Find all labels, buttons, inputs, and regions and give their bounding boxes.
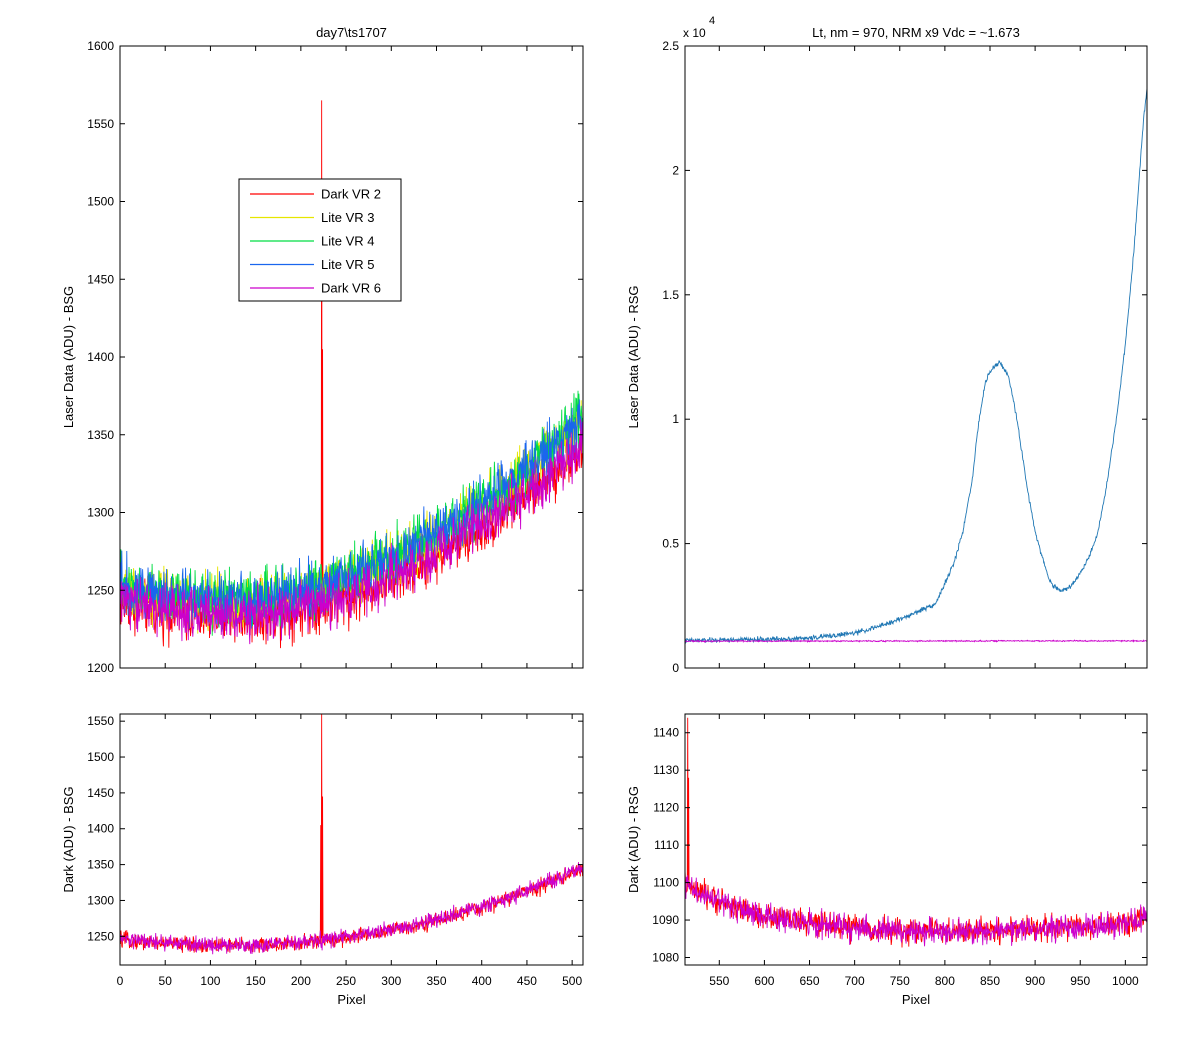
y-tick-label: 1550 <box>87 117 114 131</box>
y-tick-label: 1.5 <box>662 288 679 302</box>
x-tick-label: 200 <box>291 974 311 988</box>
exponent-power: 4 <box>709 15 715 27</box>
y-tick-label: 1 <box>672 412 679 426</box>
exponent-label: x 10 <box>683 26 706 40</box>
series-line-2 <box>120 862 583 955</box>
y-tick-label: 1350 <box>87 858 114 872</box>
chart-bottom-left: 0 50 100 150 200 250 300 350 400 450 500 1250 1300 13… <box>61 713 584 1007</box>
legend: Dark VR 2 Lite VR 3 Lite VR 4 Lite VR 5 Dark… <box>238 178 402 302</box>
chart-top-left: 1200 1250 1300 1350 1400 1450 1500 1550 1600 day7… <box>61 25 584 675</box>
y-axis-label: Laser Data (ADU) - RSG <box>626 285 641 428</box>
x-tick-label: 250 <box>336 974 356 988</box>
x-tick-label: 650 <box>800 974 820 988</box>
x-tick-label: 100 <box>200 974 220 988</box>
y-tick-label: 1200 <box>87 661 114 675</box>
x-tick-label: 1000 <box>1112 974 1139 988</box>
series-group <box>685 717 1147 948</box>
y-axis-label: Laser Data (ADU) - BSG <box>61 286 76 428</box>
x-tick-label: 850 <box>980 974 1000 988</box>
legend-entry: Lite VR 5 <box>321 257 374 272</box>
y-tick-label: 2.5 <box>662 39 679 53</box>
x-tick-label: 400 <box>472 974 492 988</box>
y-tick-label: 1500 <box>87 750 114 764</box>
y-tick-label: 2 <box>672 163 679 177</box>
y-tick-label: 0 <box>672 661 679 675</box>
series-line-4 <box>120 399 583 632</box>
y-tick-label: 1090 <box>652 913 679 927</box>
x-tick-label: 950 <box>1070 974 1090 988</box>
y-tick-label: 1250 <box>87 929 114 943</box>
plot-area <box>685 46 1147 668</box>
y-tick-label: 1250 <box>87 583 114 597</box>
x-tick-label: 50 <box>159 974 173 988</box>
series-line-2 <box>685 639 1147 644</box>
y-tick-label: 1400 <box>87 822 114 836</box>
x-tick-label: 800 <box>935 974 955 988</box>
series-line-2 <box>685 875 1147 947</box>
y-tick-label: 1300 <box>87 893 114 907</box>
y-tick-label: 1110 <box>654 838 679 852</box>
y-axis-label: Dark (ADU) - BSG <box>61 786 76 892</box>
y-axis-label: Dark (ADU) - RSG <box>626 786 641 893</box>
x-axis-label: Pixel <box>902 992 930 1007</box>
y-tick-label: 1550 <box>87 714 114 728</box>
y-tick-label: 0.5 <box>662 537 679 551</box>
chart-bottom-right: 550 600 650 700 750 800 850 900 950 1000 1080 1090 1… <box>626 713 1148 1007</box>
y-tick-label: 1080 <box>652 951 679 965</box>
x-tick-label: 150 <box>246 974 266 988</box>
legend-entry: Dark VR 2 <box>321 187 381 202</box>
y-tick-label: 1100 <box>653 876 679 890</box>
x-tick-label: 350 <box>426 974 446 988</box>
series-group <box>120 100 583 649</box>
axes-frame <box>119 713 584 966</box>
chart-top-right: 0 0.5 1 1.5 2 2.5 Lt, nm = 970, NRM x9 Vdc = ~… <box>626 15 1148 675</box>
x-tick-label: 500 <box>562 974 582 988</box>
y-tick-label: 1300 <box>87 506 114 520</box>
x-tick-label: 450 <box>517 974 537 988</box>
x-tick-label: 550 <box>709 974 729 988</box>
y-tick-label: 1130 <box>653 763 679 777</box>
y-tick-label: 1140 <box>653 726 679 740</box>
x-tick-label: 900 <box>1025 974 1045 988</box>
y-tick-label: 1500 <box>87 195 114 209</box>
legend-box <box>238 178 402 302</box>
x-tick-label: 700 <box>845 974 865 988</box>
y-tick-label: 1400 <box>87 350 114 364</box>
series-line-5 <box>120 419 583 645</box>
chart-title: Lt, nm = 970, NRM x9 Vdc = ~1.673 <box>812 25 1020 40</box>
legend-entry: Lite VR 3 <box>321 210 374 225</box>
series-group <box>685 88 1147 644</box>
y-tick-label: 1600 <box>87 39 114 53</box>
axes-frame <box>684 45 1148 669</box>
x-tick-label: 0 <box>117 974 124 988</box>
axes-frame <box>684 713 1148 966</box>
x-tick-label: 600 <box>754 974 774 988</box>
x-axis-label: Pixel <box>337 992 365 1007</box>
legend-entry: Lite VR 4 <box>321 234 374 249</box>
y-tick-label: 1450 <box>87 786 114 800</box>
y-tick-label: 1120 <box>653 801 679 815</box>
chart-title: day7\ts1707 <box>316 25 387 40</box>
series-group <box>120 714 583 955</box>
x-tick-label: 750 <box>890 974 910 988</box>
x-tick-label: 300 <box>381 974 401 988</box>
plot-area <box>120 714 583 965</box>
y-tick-label: 1450 <box>87 272 114 286</box>
legend-entry: Dark VR 6 <box>321 281 381 296</box>
y-tick-label: 1350 <box>87 428 114 442</box>
